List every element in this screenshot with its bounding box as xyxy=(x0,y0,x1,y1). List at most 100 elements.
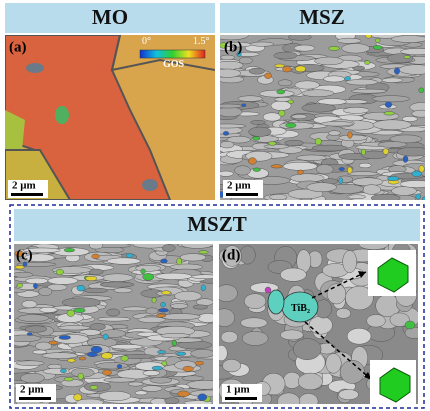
grain xyxy=(244,293,267,309)
grain xyxy=(264,286,272,294)
scale-label: 2 μm xyxy=(12,180,36,192)
grain xyxy=(248,67,265,75)
grain xyxy=(415,193,421,200)
grain xyxy=(14,271,34,278)
grain xyxy=(268,141,277,146)
section-frame xyxy=(9,204,425,409)
grain xyxy=(276,89,286,95)
grain xyxy=(384,101,393,108)
grain xyxy=(382,148,389,155)
scale-label: 1 μm xyxy=(226,384,250,396)
grain xyxy=(160,333,190,339)
grain xyxy=(160,258,168,264)
grain xyxy=(269,194,288,200)
grain xyxy=(278,109,286,117)
grain xyxy=(83,287,108,294)
grain xyxy=(381,77,403,83)
grain xyxy=(110,344,143,350)
grain xyxy=(25,325,47,333)
header-box xyxy=(14,209,420,241)
grain xyxy=(170,303,189,309)
section-header: MSZT xyxy=(187,212,247,236)
grain xyxy=(421,196,425,200)
grain xyxy=(95,362,129,370)
grain xyxy=(345,78,378,86)
grain xyxy=(190,349,213,358)
grain xyxy=(399,180,425,188)
grain xyxy=(338,389,359,400)
grain xyxy=(39,306,58,313)
panel-header: MSZ xyxy=(299,5,345,29)
grain xyxy=(220,170,234,177)
grain xyxy=(284,139,304,146)
panel-label: (c) xyxy=(16,247,33,263)
grain xyxy=(22,261,28,267)
grain xyxy=(398,64,425,75)
grain xyxy=(63,248,75,253)
grain xyxy=(21,300,38,309)
grain xyxy=(347,171,379,177)
grain xyxy=(197,393,208,401)
grain xyxy=(135,264,162,272)
grain xyxy=(38,287,53,297)
grain xyxy=(259,89,295,98)
grain xyxy=(311,144,348,152)
grain xyxy=(22,247,61,253)
grain xyxy=(77,372,84,380)
header-box xyxy=(220,3,425,33)
grain xyxy=(16,283,24,288)
grain xyxy=(14,334,41,342)
grain xyxy=(24,253,55,262)
grain xyxy=(360,148,366,156)
grain xyxy=(282,66,292,73)
grain xyxy=(220,106,243,118)
grain xyxy=(297,372,323,391)
grain xyxy=(403,55,411,59)
grain xyxy=(55,268,64,276)
grain xyxy=(219,308,236,327)
grain xyxy=(219,284,238,302)
grain xyxy=(274,63,285,68)
grain xyxy=(234,165,251,176)
grain xyxy=(151,365,163,371)
grain xyxy=(338,134,368,141)
grain xyxy=(411,170,422,177)
grain xyxy=(295,65,307,73)
grain xyxy=(351,177,384,187)
grain xyxy=(142,370,161,376)
grain xyxy=(98,390,132,402)
grain xyxy=(404,327,418,339)
grain xyxy=(186,380,213,390)
grain xyxy=(116,364,123,369)
grain xyxy=(102,333,109,340)
grain xyxy=(280,329,304,341)
grain xyxy=(346,327,372,345)
grain xyxy=(327,130,341,136)
scale-bar: 2 μm xyxy=(16,384,56,402)
grain xyxy=(339,360,365,384)
grain xyxy=(32,349,48,355)
panel-label: (b) xyxy=(224,39,242,55)
grain xyxy=(287,35,312,41)
grain xyxy=(240,317,268,329)
grain xyxy=(161,290,171,295)
grain xyxy=(387,176,400,181)
grain xyxy=(160,301,166,308)
grain xyxy=(241,331,269,346)
grain xyxy=(57,325,91,331)
grain xyxy=(391,35,425,43)
grain xyxy=(101,273,134,282)
grain xyxy=(222,245,242,267)
grain xyxy=(101,352,113,360)
grain xyxy=(142,273,155,281)
scale-label: 2 μm xyxy=(227,180,251,192)
grain xyxy=(326,283,347,305)
grain xyxy=(26,332,33,336)
grain xyxy=(73,307,86,313)
grain xyxy=(235,51,260,57)
grain xyxy=(248,126,272,137)
grain xyxy=(337,37,362,44)
grain xyxy=(63,377,74,382)
grain xyxy=(160,313,201,321)
grain xyxy=(418,87,425,93)
